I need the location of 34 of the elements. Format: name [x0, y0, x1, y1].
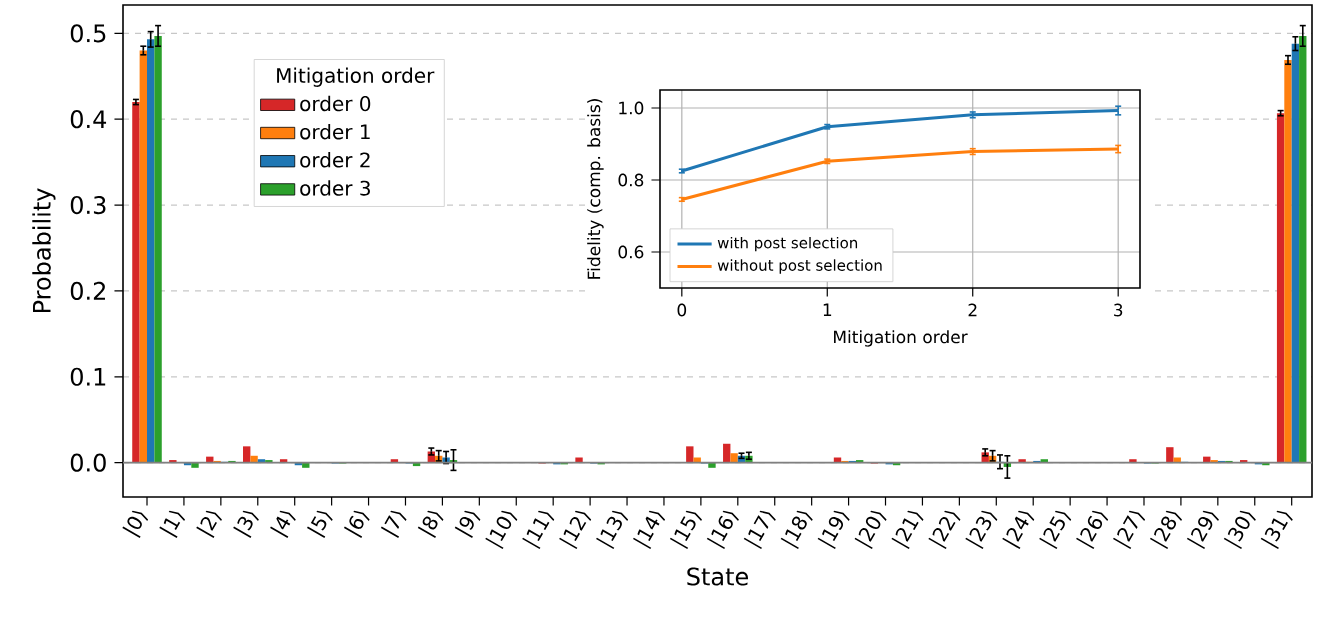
- y-axis-title: Fidelity (comp. basis): [587, 99, 604, 279]
- x-tick-label: 2: [968, 303, 977, 317]
- legend-label: order 1: [300, 123, 370, 140]
- y-tick-label: 0.1: [70, 367, 106, 386]
- x-tick-label: 3: [1114, 303, 1123, 317]
- x-axis-title: Mitigation order: [834, 330, 968, 347]
- y-tick-label: 0.2: [70, 281, 105, 301]
- legend-label: order 0: [300, 95, 371, 112]
- y-tick-label: 0.6: [618, 245, 644, 259]
- x-tick-label: |8⟩: [417, 510, 444, 539]
- x-tick-label: 0: [677, 303, 687, 317]
- legend-label: order 3: [300, 180, 370, 196]
- x-tick-label: |7⟩: [380, 510, 407, 539]
- legend-title: Mitigation order: [277, 67, 435, 87]
- x-tick-label: |9⟩: [454, 510, 481, 539]
- x-tick-label: |6⟩: [343, 510, 370, 539]
- legend-label: with post selection: [717, 236, 858, 252]
- y-tick-label: 0.8: [618, 173, 644, 187]
- x-tick-label: |1⟩: [159, 510, 185, 539]
- x-tick-label: |4⟩: [270, 510, 296, 539]
- x-axis-title: State: [687, 567, 748, 586]
- x-tick-label: |3⟩: [233, 510, 259, 539]
- x-tick-label: 1: [823, 303, 832, 316]
- x-tick-label: |2⟩: [196, 510, 222, 539]
- legend-label: without post selection: [717, 259, 882, 274]
- y-tick-label: 0.5: [70, 24, 106, 43]
- y-tick-label: 0.0: [70, 453, 106, 472]
- legend-label: order 2: [300, 152, 370, 168]
- x-tick-label: |0⟩: [122, 510, 149, 539]
- y-tick-label: 0.3: [70, 195, 106, 215]
- x-tick-label: |5⟩: [307, 510, 333, 539]
- y-tick-label: 1.0: [619, 101, 644, 115]
- y-tick-label: 0.4: [70, 110, 107, 129]
- y-axis-title: Probability: [32, 188, 56, 313]
